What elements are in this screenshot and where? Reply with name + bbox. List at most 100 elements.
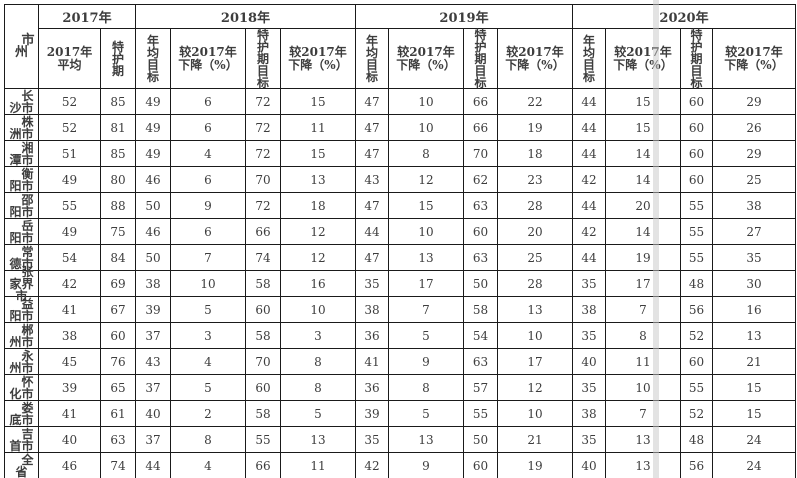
value-cell: 35 [572, 374, 606, 401]
value-cell: 39 [355, 400, 389, 427]
value-cell: 15 [712, 374, 796, 401]
year-header-cell-2018年: 2018年 [135, 4, 356, 29]
value-cell: 16 [712, 296, 796, 323]
table-row: 常德市 54 84 50 7 74 12 47 13 63 25 44 19 55 35 [4, 244, 796, 271]
value-cell: 10 [388, 88, 464, 115]
region-cell: 衡阳市 [4, 166, 39, 193]
air-quality-target-table: 市州 2017年 2018年 2019年 2020年 2017年 平均 特护期 年均目标 较20… [4, 4, 796, 478]
value-cell: 7 [605, 400, 681, 427]
value-cell: 55 [680, 192, 713, 219]
value-cell: 38 [572, 296, 606, 323]
value-cell: 55 [680, 374, 713, 401]
value-cell: 13 [605, 426, 681, 453]
value-cell: 84 [100, 244, 136, 271]
table-row: 益阳市 41 67 39 5 60 10 38 7 58 13 38 7 56 16 [4, 296, 796, 323]
value-cell: 21 [712, 348, 796, 375]
value-cell: 4 [170, 348, 246, 375]
value-cell: 46 [135, 218, 171, 245]
value-cell: 47 [355, 114, 389, 141]
value-cell: 55 [680, 244, 713, 271]
value-cell: 10 [388, 218, 464, 245]
value-cell: 38 [712, 192, 796, 219]
value-cell: 24 [712, 452, 796, 478]
table-row: 岳阳市 49 75 46 6 66 12 44 10 60 20 42 14 55 27 [4, 218, 796, 245]
value-cell: 8 [280, 348, 356, 375]
value-cell: 44 [572, 88, 606, 115]
value-cell: 44 [572, 192, 606, 219]
value-cell: 41 [38, 400, 101, 427]
region-cell: 湘潭市 [4, 140, 39, 167]
value-cell: 17 [605, 270, 681, 297]
value-cell: 62 [463, 166, 498, 193]
value-cell: 12 [497, 374, 573, 401]
table-row: 娄底市 41 61 40 2 58 5 39 5 55 10 38 7 52 15 [4, 400, 796, 427]
value-cell: 35 [572, 426, 606, 453]
value-cell: 40 [572, 452, 606, 478]
value-cell: 75 [100, 218, 136, 245]
year-header-cell-2020年: 2020年 [572, 4, 796, 29]
value-cell: 37 [135, 374, 171, 401]
region-cell: 长沙市 [4, 88, 39, 115]
value-cell: 21 [497, 426, 573, 453]
value-cell: 5 [170, 374, 246, 401]
value-cell: 58 [245, 322, 281, 349]
value-cell: 19 [497, 114, 573, 141]
value-cell: 43 [135, 348, 171, 375]
value-cell: 47 [355, 140, 389, 167]
region-cell: 张家界市 [4, 266, 39, 302]
sub-header-cell: 较2017年 下降（%） [170, 28, 246, 89]
region-label: 吉首市 [9, 426, 34, 453]
region-cell: 株洲市 [4, 114, 39, 141]
region-label: 衡阳市 [9, 166, 34, 193]
value-cell: 49 [135, 114, 171, 141]
value-cell: 72 [245, 114, 281, 141]
value-cell: 42 [572, 166, 606, 193]
region-label: 张家界市 [9, 264, 34, 303]
vertical-header-label: 年均目标 [365, 33, 378, 84]
value-cell: 41 [38, 296, 101, 323]
value-cell: 9 [170, 192, 246, 219]
value-cell: 40 [38, 426, 101, 453]
value-cell: 5 [170, 296, 246, 323]
region-cell: 娄底市 [4, 400, 39, 427]
value-cell: 49 [135, 88, 171, 115]
value-cell: 9 [388, 348, 464, 375]
value-cell: 74 [100, 452, 136, 478]
value-cell: 28 [497, 192, 573, 219]
value-cell: 6 [170, 218, 246, 245]
value-cell: 15 [605, 88, 681, 115]
value-cell: 60 [680, 348, 713, 375]
value-cell: 6 [170, 114, 246, 141]
value-cell: 18 [497, 140, 573, 167]
region-cell: 邵阳市 [4, 192, 39, 219]
value-cell: 5 [388, 322, 464, 349]
value-cell: 23 [497, 166, 573, 193]
value-cell: 7 [605, 296, 681, 323]
value-cell: 63 [463, 348, 498, 375]
value-cell: 60 [463, 452, 498, 478]
value-cell: 30 [712, 270, 796, 297]
region-cell: 郴州市 [4, 322, 39, 349]
value-cell: 69 [100, 270, 136, 297]
sub-header-cell: 年均目标 [135, 28, 171, 89]
value-cell: 5 [388, 400, 464, 427]
sub-header-cell: 特护期 [100, 28, 136, 89]
value-cell: 10 [170, 270, 246, 297]
value-cell: 13 [388, 244, 464, 271]
value-cell: 44 [355, 218, 389, 245]
value-cell: 42 [355, 452, 389, 478]
table-row: 张家界市 42 69 38 10 58 16 35 17 50 28 35 17 48 30 [4, 266, 796, 302]
value-cell: 18 [280, 192, 356, 219]
year-header-row: 市州 2017年 2018年 2019年 2020年 [4, 4, 796, 89]
region-label: 娄底市 [9, 400, 34, 427]
value-cell: 70 [245, 166, 281, 193]
table-row: 吉首市 40 63 37 8 55 13 35 13 50 21 35 13 48 24 [4, 426, 796, 453]
value-cell: 66 [463, 88, 498, 115]
value-cell: 10 [497, 322, 573, 349]
value-cell: 74 [245, 244, 281, 271]
region-label: 株洲市 [9, 114, 34, 141]
value-cell: 7 [388, 296, 464, 323]
table-body: 长沙市 52 85 49 6 72 15 47 10 66 22 44 15 60 29 株洲市 52 81 49… [4, 88, 796, 478]
value-cell: 85 [100, 140, 136, 167]
region-cell: 常德市 [4, 244, 39, 271]
